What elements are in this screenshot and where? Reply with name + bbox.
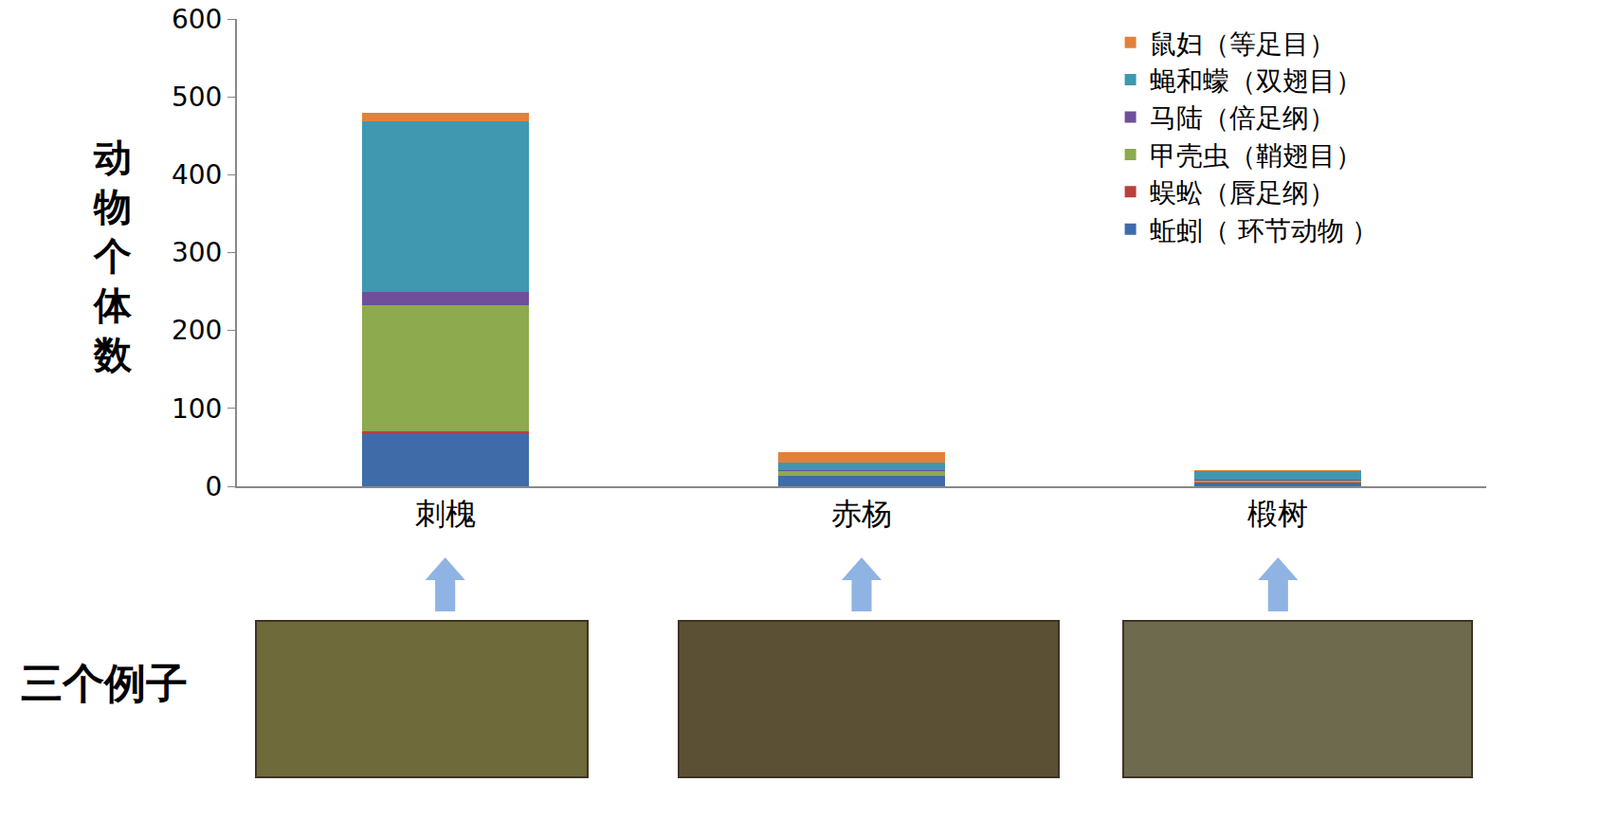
svg-text:400: 400 — [171, 159, 222, 191]
svg-text:蝇和蠓（双翅目）: 蝇和蠓（双翅目） — [1149, 65, 1363, 97]
svg-text:三个例子: 三个例子 — [20, 658, 188, 708]
svg-text:马陆（倍足纲）: 马陆（倍足纲） — [1149, 102, 1336, 134]
svg-text:蜈蚣（唇足纲）: 蜈蚣（唇足纲） — [1149, 177, 1336, 209]
svg-text:100: 100 — [171, 393, 222, 425]
svg-text:600: 600 — [171, 3, 222, 36]
svg-text:200: 200 — [171, 314, 222, 346]
svg-text:500: 500 — [171, 81, 222, 113]
svg-text:椴树: 椴树 — [1247, 495, 1309, 532]
svg-text:蚯蚓（ 环节动物 ）: 蚯蚓（ 环节动物 ） — [1149, 215, 1380, 247]
svg-text:300: 300 — [171, 236, 222, 269]
svg-text:赤杨: 赤杨 — [831, 495, 892, 532]
svg-text:0: 0 — [205, 471, 223, 503]
svg-text:刺槐: 刺槐 — [415, 495, 476, 532]
svg-text:动物个体数: 动物个体数 — [91, 135, 133, 377]
svg-text:甲壳虫（鞘翅目）: 甲壳虫（鞘翅目） — [1149, 140, 1363, 172]
svg-text:鼠妇（等足目）: 鼠妇（等足目） — [1149, 28, 1336, 60]
